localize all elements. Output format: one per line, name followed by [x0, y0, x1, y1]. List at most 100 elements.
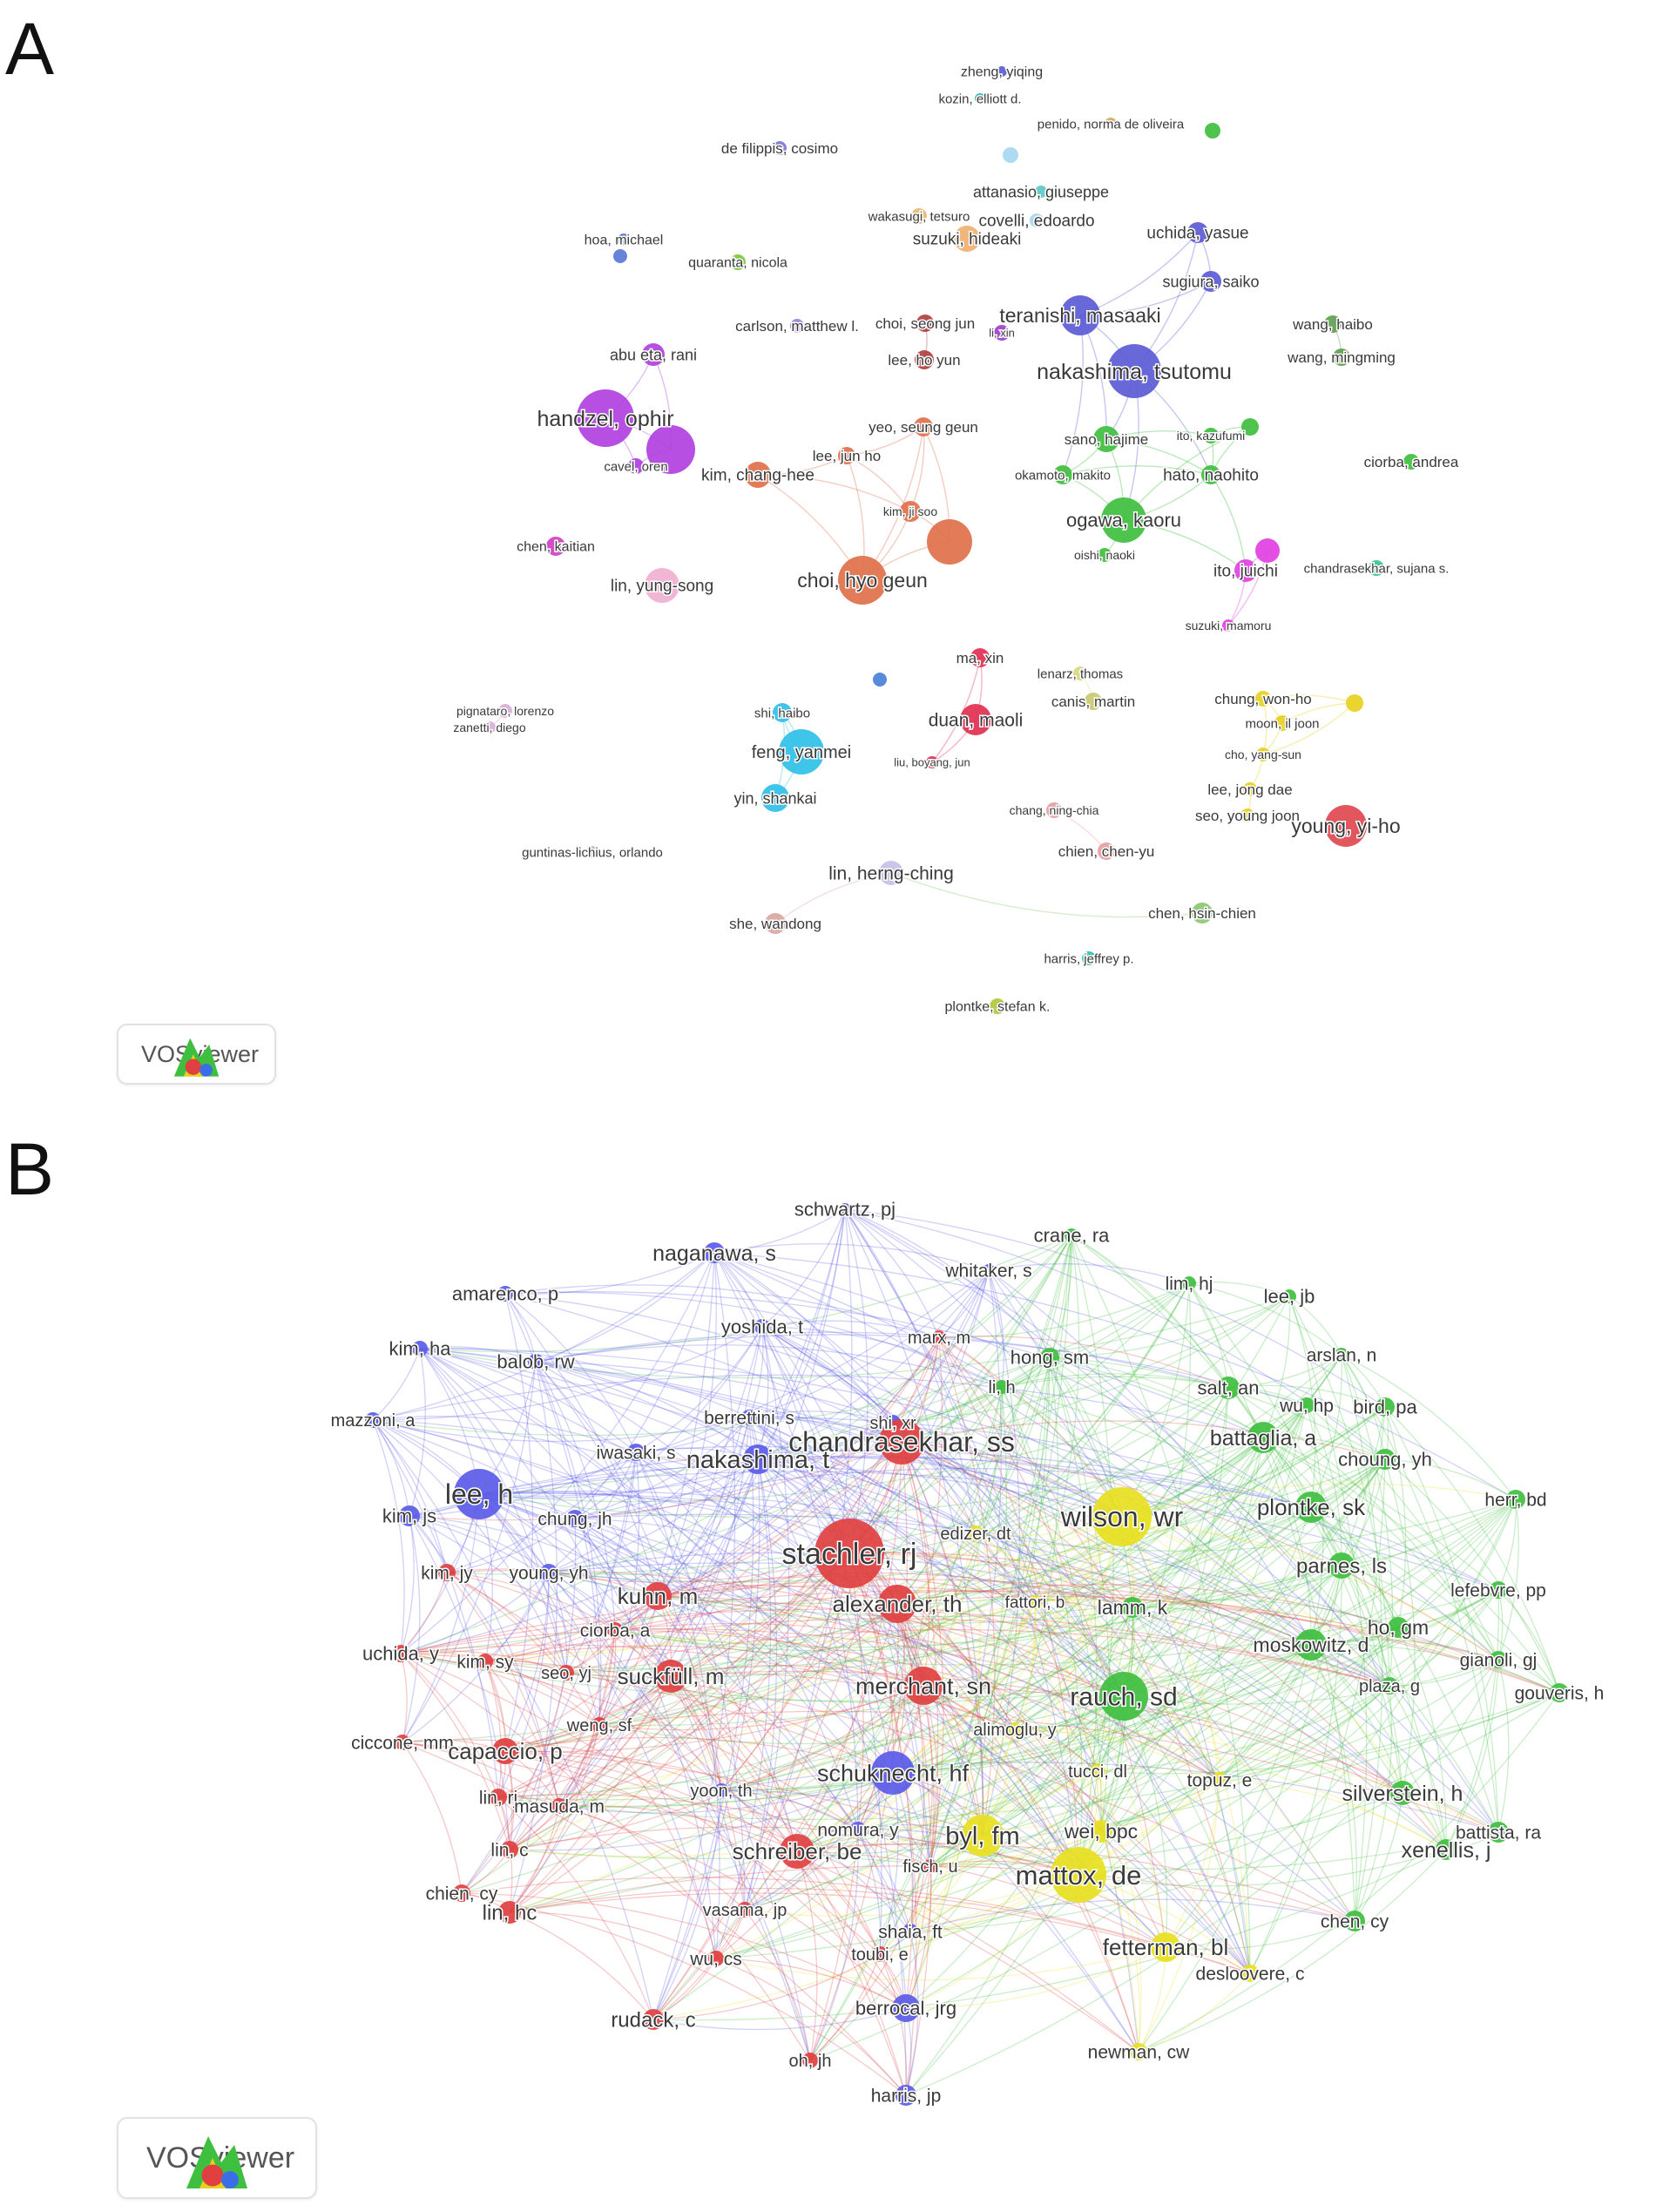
network-node: [1255, 691, 1271, 707]
network-edge: [558, 1724, 600, 1807]
network-edge: [478, 1465, 1123, 1518]
network-edge: [1262, 694, 1355, 704]
node-label: moon, il joon: [1245, 716, 1319, 731]
network-edge: [400, 1650, 567, 1674]
network-node: [498, 704, 512, 718]
network-edge: [896, 1235, 1072, 1605]
network-edge: [1341, 1354, 1394, 1687]
network-edge: [1310, 1498, 1517, 1646]
network-node: [365, 1412, 381, 1428]
network-edge: [504, 1293, 637, 1453]
network-node: [1381, 1677, 1398, 1695]
node-label: oh, jh: [789, 2052, 832, 2071]
node-label: vasama, jp: [703, 1901, 787, 1920]
node-label: ho, gm: [1368, 1616, 1429, 1639]
network-node: [1082, 951, 1096, 965]
network-edge: [1219, 1659, 1499, 1781]
node-label: masuda, m: [514, 1796, 605, 1816]
network-edge: [504, 1750, 1139, 2053]
network-edge: [938, 1336, 1166, 1948]
network-edge: [548, 1437, 1264, 1575]
network-edge: [905, 1644, 1312, 2009]
node-label: liu, boyang, jun: [894, 756, 970, 769]
network-edge: [901, 1441, 930, 1687]
network-edge: [1100, 1627, 1399, 1832]
network-edge: [614, 1629, 859, 1830]
network-edge: [657, 1595, 1220, 1781]
network-edge: [409, 1515, 550, 1573]
network-edge: [975, 1387, 1229, 1534]
network-edge: [504, 1572, 550, 1752]
network-edge: [1165, 1644, 1312, 1948]
network-edge: [574, 1518, 717, 1959]
network-edge: [1138, 1779, 1220, 2053]
network-edge: [1397, 1589, 1499, 1628]
network-edge: [938, 1336, 1003, 1388]
network-edge: [504, 1750, 881, 1955]
network-edge: [761, 1326, 882, 1955]
network-edge: [670, 1675, 907, 2096]
network-edge: [509, 1724, 600, 1913]
network-edge: [504, 1603, 898, 1752]
network-node: [395, 1735, 410, 1750]
network-edge: [1310, 1644, 1447, 1850]
network-edge: [896, 1603, 1220, 1781]
network-edge: [497, 1572, 550, 1798]
network-edge: [857, 1829, 882, 1955]
network-edge: [1138, 1692, 1560, 2053]
network-edge: [652, 1909, 746, 2020]
network-edge: [761, 1326, 1251, 1974]
network-node: [1217, 1377, 1240, 1399]
node-label: wilson, wr: [1060, 1501, 1184, 1532]
network-node: [1212, 1772, 1227, 1788]
network-edge: [484, 1660, 567, 1674]
network-edge: [1034, 1235, 1080, 1603]
network-node: [498, 1901, 521, 1924]
network-edge: [535, 1361, 798, 1852]
network-edge: [409, 1515, 722, 1791]
network-node: [741, 1410, 757, 1425]
network-edge: [796, 1386, 1003, 1852]
network-edge: [1001, 1386, 1083, 1876]
network-edge: [497, 1627, 1399, 1801]
network-node: [645, 568, 679, 603]
network-edge: [478, 1493, 659, 1597]
network-edge: [574, 1467, 1312, 1519]
network-edge: [400, 1590, 1499, 1661]
network-edge: [1384, 1406, 1560, 1694]
network-edge: [1001, 1282, 1190, 1388]
network-node: [1369, 560, 1384, 576]
network-edge: [901, 1441, 939, 2009]
network-edge: [905, 1695, 1125, 2009]
network-edge: [720, 1458, 1386, 1791]
network-edge: [402, 1361, 537, 1743]
network-edge: [614, 1269, 990, 1631]
network-edge: [1078, 1607, 1134, 1876]
network-edge: [558, 1417, 750, 1807]
network-edge: [652, 1603, 898, 2020]
network-node: [1028, 1595, 1042, 1609]
network-edge: [715, 1685, 924, 1959]
node-label: ciccone, mm: [351, 1733, 454, 1753]
network-edge: [1384, 1406, 1499, 1833]
network-edge: [478, 1493, 1251, 1974]
network-edge: [484, 1661, 600, 1726]
network-edge: [504, 1293, 600, 1726]
node-label: choung, yh: [1338, 1449, 1432, 1471]
network-edge: [744, 1829, 859, 1911]
network-edge: [923, 1685, 1251, 1974]
network-edge: [598, 1724, 717, 1959]
network-edge: [419, 1348, 1342, 1566]
network-edge: [892, 1422, 983, 1837]
network-edge: [400, 1252, 715, 1654]
node-label: yin, shankai: [733, 789, 816, 807]
network-edge: [1138, 1849, 1447, 2053]
network-edge: [1034, 1598, 1133, 1608]
network-node: [1201, 465, 1220, 484]
network-edge: [844, 1208, 977, 1534]
network-edge: [1262, 1295, 1291, 1438]
network-edge: [1132, 1599, 1399, 1628]
network-edge: [484, 1572, 550, 1662]
node-label: kozin, elliott d.: [938, 91, 1021, 106]
network-edge: [409, 1457, 1312, 1517]
